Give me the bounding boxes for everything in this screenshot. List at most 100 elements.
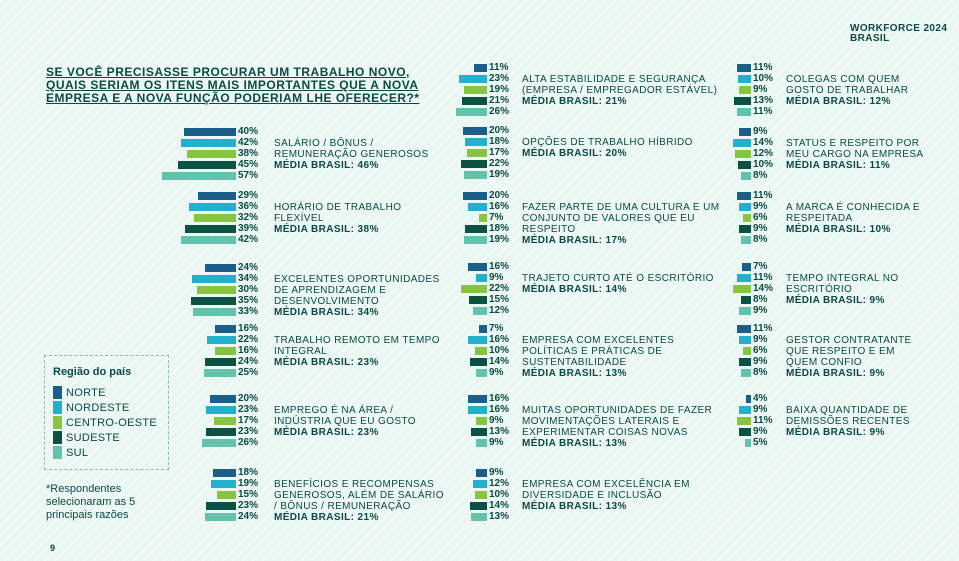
item-label: GESTOR CONTRATANTE QUE RESPEITO E EM QUE…: [786, 335, 926, 379]
item-title: COLEGAS COM QUEM GOSTO DE TRABALHAR: [786, 74, 909, 96]
bar-nordeste: [207, 336, 236, 344]
brand-title: WORKFORCE 2024 BRASIL: [850, 24, 947, 44]
data-label: 10%: [489, 489, 510, 500]
data-label: 25%: [238, 367, 259, 378]
bar-norte: [215, 325, 236, 333]
item-average: MÉDIA BRASIL: 13%: [522, 438, 627, 449]
bar-sul: [476, 369, 487, 377]
item-label: TEMPO INTEGRAL NO ESCRITÓRIO MÉDIA BRASIL…: [786, 273, 926, 306]
data-label: 9%: [753, 305, 768, 316]
bar-norte: [736, 192, 751, 200]
bar-centro-oeste: [743, 347, 751, 355]
data-label: 35%: [238, 295, 259, 306]
bar-sudeste: [460, 160, 487, 168]
data-label: 19%: [489, 84, 510, 95]
item-label: TRABALHO REMOTO EM TEMPO INTEGRAL MÉDIA B…: [274, 335, 444, 368]
legend-swatch: [53, 386, 62, 399]
data-label: 10%: [489, 345, 510, 356]
item-title: EMPRESA COM EXCELÊNCIA EM DIVERSIDADE E …: [522, 479, 690, 501]
legend-swatch: [53, 401, 62, 414]
legend-title: Região do país: [53, 366, 132, 378]
bar-sul: [739, 307, 751, 315]
legend-swatch: [53, 446, 62, 459]
bar-centro-oeste: [478, 214, 487, 222]
bar-sul: [744, 439, 751, 447]
data-label: 9%: [753, 356, 768, 367]
legend-label: CENTRO-OESTE: [66, 416, 157, 429]
data-label: 23%: [238, 404, 259, 415]
item-average: MÉDIA BRASIL: 21%: [522, 96, 627, 107]
bar-centro-oeste: [475, 491, 487, 499]
data-label: 20%: [489, 190, 510, 201]
data-label: 11%: [753, 272, 773, 283]
bar-sul: [464, 236, 487, 244]
bar-nordeste: [739, 406, 751, 414]
item-average: MÉDIA BRASIL: 20%: [522, 148, 627, 159]
item-average: MÉDIA BRASIL: 38%: [274, 224, 379, 235]
data-label: 16%: [238, 323, 259, 334]
data-label: 10%: [753, 73, 774, 84]
bar-nordeste: [732, 139, 751, 147]
bar-sul: [202, 439, 236, 447]
data-label: 11%: [753, 106, 773, 117]
item-average: MÉDIA BRASIL: 14%: [522, 284, 627, 295]
bar-sul: [204, 513, 236, 521]
data-label: 12%: [489, 305, 510, 316]
bar-sudeste: [739, 358, 751, 366]
bar-sul: [736, 108, 751, 116]
bar-nordeste: [476, 274, 487, 282]
bar-centro-oeste: [215, 347, 236, 355]
bar-norte: [741, 263, 751, 271]
data-label: 9%: [489, 467, 504, 478]
bar-norte: [736, 64, 751, 72]
data-label: 7%: [489, 323, 504, 334]
data-label: 23%: [238, 500, 259, 511]
data-label: 16%: [489, 334, 510, 345]
legend-item: SUDESTE: [53, 430, 157, 445]
data-label: 16%: [238, 345, 259, 356]
question-heading: SE VOCÊ PRECISASSE PROCURAR UM TRABALHO …: [46, 65, 420, 105]
item-average: MÉDIA BRASIL: 46%: [274, 160, 379, 171]
bar-sul: [476, 439, 487, 447]
item-label: OPÇÕES DE TRABALHO HÍBRIDO MÉDIA BRASIL: …: [522, 137, 722, 159]
item-average: MÉDIA BRASIL: 12%: [786, 96, 891, 107]
data-label: 7%: [753, 261, 768, 272]
bar-sudeste: [190, 297, 236, 305]
item-average: MÉDIA BRASIL: 10%: [786, 224, 891, 235]
bar-norte: [478, 325, 487, 333]
bar-sudeste: [471, 428, 487, 436]
data-label: 24%: [238, 262, 259, 273]
item-average: MÉDIA BRASIL: 21%: [274, 512, 379, 523]
item-average: MÉDIA BRASIL: 9%: [786, 368, 885, 379]
item-average: MÉDIA BRASIL: 13%: [522, 501, 627, 512]
data-label: 6%: [753, 345, 768, 356]
data-label: 9%: [753, 426, 768, 437]
data-label: 16%: [489, 404, 510, 415]
data-label: 24%: [238, 511, 259, 522]
data-label: 9%: [753, 201, 768, 212]
data-label: 32%: [238, 212, 259, 223]
data-label: 40%: [238, 126, 259, 137]
bar-norte: [204, 264, 236, 272]
item-title: TRABALHO REMOTO EM TEMPO INTEGRAL: [274, 335, 440, 357]
bar-sudeste: [739, 428, 751, 436]
bar-sudeste: [734, 97, 751, 105]
bar-sudeste: [465, 225, 487, 233]
bar-sudeste: [740, 296, 751, 304]
bar-nordeste: [465, 138, 487, 146]
data-label: 16%: [489, 393, 510, 404]
bar-sul: [181, 236, 236, 244]
data-label: 11%: [753, 62, 773, 73]
data-label: 22%: [489, 158, 510, 169]
item-label: SALÁRIO / BÔNUS / REMUNERAÇÃO GENEROSOS M…: [274, 138, 444, 171]
bar-norte: [212, 469, 236, 477]
data-label: 42%: [238, 234, 259, 245]
item-title: EXCELENTES OPORTUNIDADES DE APRENDIZAGEM…: [274, 274, 440, 307]
item-label: TRAJETO CURTO ATÉ O ESCRITÓRIO MÉDIA BRAS…: [522, 273, 722, 295]
data-label: 5%: [753, 437, 768, 448]
item-label: EXCELENTES OPORTUNIDADES DE APRENDIZAGEM…: [274, 274, 444, 318]
bar-centro-oeste: [466, 149, 487, 157]
data-label: 15%: [489, 294, 510, 305]
bar-norte: [476, 469, 487, 477]
data-label: 29%: [238, 190, 259, 201]
